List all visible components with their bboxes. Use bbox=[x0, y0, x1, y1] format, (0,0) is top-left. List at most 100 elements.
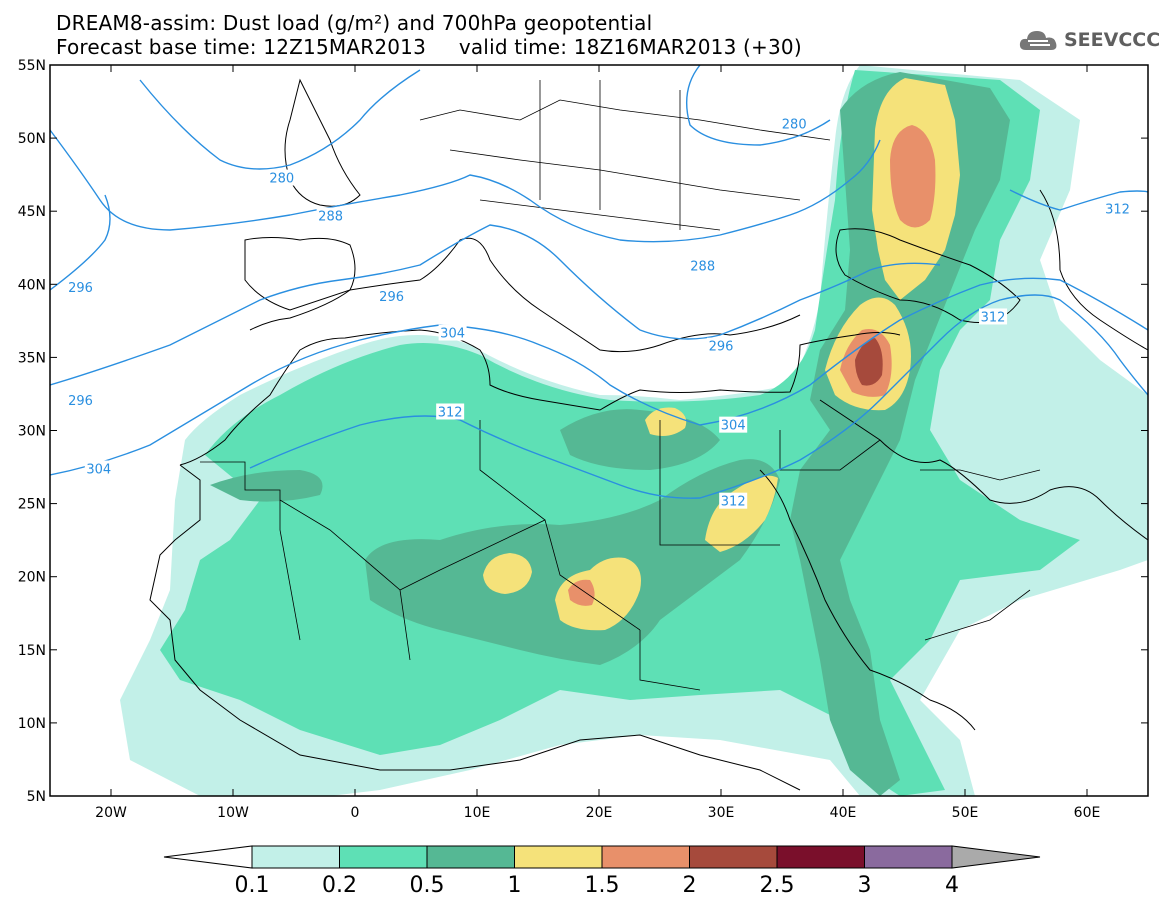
contour-label: 296 bbox=[379, 290, 404, 305]
lat-label: 50N bbox=[18, 131, 46, 147]
contour-312-east bbox=[1009, 189, 1148, 211]
dust-level-1-libya bbox=[645, 407, 687, 436]
contour-label-bg bbox=[267, 169, 296, 186]
lon-label: 20W bbox=[95, 805, 127, 821]
contour-label: 304 bbox=[86, 463, 111, 478]
colorbar-label: 4 bbox=[945, 873, 959, 898]
contour-label-bg bbox=[436, 403, 465, 420]
contour-label-bg bbox=[688, 257, 717, 274]
lon-label: 30E bbox=[708, 805, 735, 821]
dust-level-1-niger bbox=[483, 553, 532, 594]
contour-label: 296 bbox=[68, 281, 93, 296]
contour-label-bg bbox=[780, 115, 809, 132]
lat-label: 45N bbox=[18, 204, 46, 220]
contour-label-bg bbox=[84, 460, 113, 477]
contour-label: 288 bbox=[318, 210, 343, 225]
contour-296 bbox=[50, 224, 941, 386]
colorbar-label: 1.5 bbox=[585, 873, 620, 898]
lat-label: 35N bbox=[18, 350, 46, 366]
colorbar-segment bbox=[689, 845, 778, 869]
contour-304 bbox=[50, 277, 1148, 476]
contour-label: 280 bbox=[782, 117, 807, 132]
contour-label: 296 bbox=[709, 340, 734, 355]
dust-level-0.5-sahara bbox=[365, 459, 780, 665]
contour-label-bg bbox=[438, 324, 467, 341]
dust-field bbox=[120, 65, 1148, 796]
lon-label: 10W bbox=[217, 805, 249, 821]
latitude-axis: 55N 50N 45N 40N 35N 30N 25N 20N 15N 10N 5N bbox=[18, 58, 1148, 805]
colorbar-segment bbox=[251, 845, 340, 869]
lon-label: 0 bbox=[351, 805, 360, 821]
colorbar-label: 3 bbox=[858, 873, 872, 898]
contour-label-bg bbox=[707, 337, 735, 354]
lat-label: 10N bbox=[18, 716, 46, 732]
dust-level-0.5-north bbox=[790, 72, 1010, 796]
contour-label-bg bbox=[1103, 200, 1132, 217]
colorbar-segment bbox=[864, 845, 953, 869]
map-subtitle: Forecast base time: 12Z15MAR2013 valid t… bbox=[56, 35, 802, 59]
colorbar-label: 2 bbox=[683, 873, 697, 898]
lat-label: 20N bbox=[18, 570, 46, 586]
lat-label: 25N bbox=[18, 497, 46, 513]
colorbar-segment bbox=[601, 845, 690, 869]
map-title: DREAM8-assim: Dust load (g/m²) and 700hP… bbox=[56, 11, 653, 35]
colorbar-right-arrow bbox=[951, 845, 1041, 869]
contour-label: 288 bbox=[690, 259, 715, 274]
contour-280-west bbox=[139, 69, 421, 170]
contour-label: 312 bbox=[721, 495, 746, 510]
lat-label: 55N bbox=[18, 58, 46, 74]
geopotential-contours bbox=[50, 65, 1148, 499]
lon-label: 20E bbox=[586, 805, 613, 821]
dust-level-1-egypt bbox=[705, 475, 778, 552]
cloud-icon bbox=[1019, 31, 1057, 50]
map-area: 280 280 288 288 296 296 296 296 304 304 304 312 312 3… bbox=[50, 65, 1148, 796]
contour-288 bbox=[50, 129, 881, 243]
colorbar-left-arrow bbox=[163, 845, 253, 869]
lon-label: 50E bbox=[952, 805, 979, 821]
contour-label-bg bbox=[377, 287, 406, 304]
contour-label: 312 bbox=[981, 310, 1006, 325]
colorbar-segment bbox=[339, 845, 428, 869]
colorbar-label: 0.1 bbox=[235, 873, 270, 898]
contour-label: 280 bbox=[269, 172, 294, 187]
dust-level-1.5-north bbox=[890, 125, 936, 228]
lon-label: 10E bbox=[464, 805, 491, 821]
contour-label: 312 bbox=[1105, 202, 1130, 217]
colorbar-segment bbox=[514, 845, 603, 869]
logo-text: SEEVCCC bbox=[1064, 29, 1161, 51]
colorbar-label: 0.5 bbox=[410, 873, 445, 898]
contour-label-bg bbox=[719, 492, 748, 509]
colorbar: 0.1 0.2 0.5 1 1.5 2 2.5 3 4 bbox=[163, 845, 1041, 898]
lat-label: 15N bbox=[18, 643, 46, 659]
contour-label-bg bbox=[66, 391, 95, 408]
colorbar-label: 1 bbox=[508, 873, 522, 898]
lon-label: 60E bbox=[1074, 805, 1101, 821]
colorbar-segment bbox=[776, 845, 865, 869]
contour-label-bg bbox=[979, 308, 1008, 325]
colorbar-segment bbox=[426, 845, 515, 869]
seevccc-logo: SEEVCCC bbox=[1018, 26, 1160, 54]
contour-label-bg bbox=[66, 279, 95, 296]
contour-280-east bbox=[685, 65, 831, 146]
lat-label: 40N bbox=[18, 277, 46, 293]
contour-label: 304 bbox=[440, 327, 465, 342]
contour-labels: 280 280 288 288 296 296 296 296 304 304 304 312 312 3… bbox=[66, 115, 1132, 510]
dust-level-1.5-chad bbox=[568, 579, 595, 606]
dust-level-1-chad bbox=[555, 557, 641, 631]
contour-label: 304 bbox=[721, 419, 746, 434]
political-borders bbox=[200, 80, 1041, 691]
lat-label: 5N bbox=[27, 789, 46, 805]
contour-label-bg bbox=[316, 207, 345, 224]
contour-296-top bbox=[50, 194, 111, 291]
lon-label: 40E bbox=[830, 805, 857, 821]
colorbar-label: 0.2 bbox=[322, 873, 357, 898]
lat-label: 30N bbox=[18, 424, 46, 440]
contour-label-bg bbox=[719, 416, 748, 433]
contour-label: 312 bbox=[438, 405, 463, 420]
longitude-axis: 20W 10W 0 10E 20E 30E 40E 50E 60E bbox=[95, 65, 1100, 821]
dust-level-0.5-west bbox=[210, 470, 323, 502]
contour-label: 296 bbox=[68, 394, 93, 409]
colorbar-label: 2.5 bbox=[760, 873, 795, 898]
dust-level-2-iraq bbox=[855, 338, 883, 386]
